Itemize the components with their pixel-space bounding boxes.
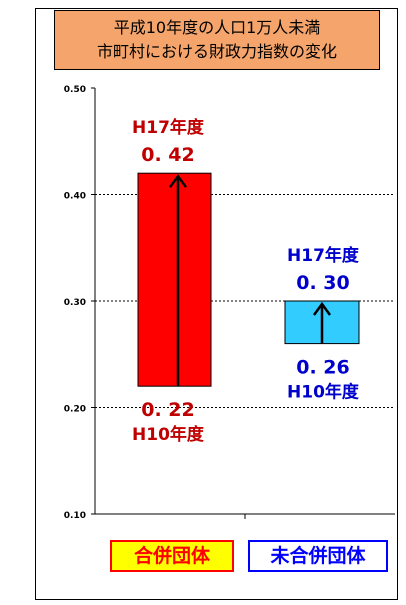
chart-title: 平成10年度の人口1万人未満 市町村における財政力指数の変化 <box>54 10 380 70</box>
arrow-head <box>312 301 332 316</box>
title-line-1: 平成10年度の人口1万人未満 <box>113 18 321 37</box>
end-year-label: H17年度 <box>287 245 360 266</box>
y-tick-label: 0.10 <box>64 511 86 521</box>
category-label-merged: 合併団体 <box>110 540 234 572</box>
arrow-head <box>168 174 188 188</box>
title-line-2: 市町村における財政力指数の変化 <box>96 42 337 61</box>
start-year-label: H10年度 <box>287 382 360 403</box>
y-tick-label: 0.30 <box>64 298 86 308</box>
end-value-label: 0. 30 <box>296 272 350 294</box>
category-label-unmerged: 未合併団体 <box>248 540 388 572</box>
start-value-label: 0. 26 <box>296 357 350 379</box>
y-tick-label: 0.20 <box>64 405 86 415</box>
y-tick-label: 0.50 <box>64 85 86 95</box>
end-year-label: H17年度 <box>132 117 205 138</box>
start-value-label: 0. 22 <box>141 399 195 421</box>
bar <box>137 172 212 387</box>
end-value-label: 0. 42 <box>141 144 195 166</box>
y-tick-label: 0.40 <box>64 192 86 202</box>
start-year-label: H10年度 <box>132 424 205 445</box>
